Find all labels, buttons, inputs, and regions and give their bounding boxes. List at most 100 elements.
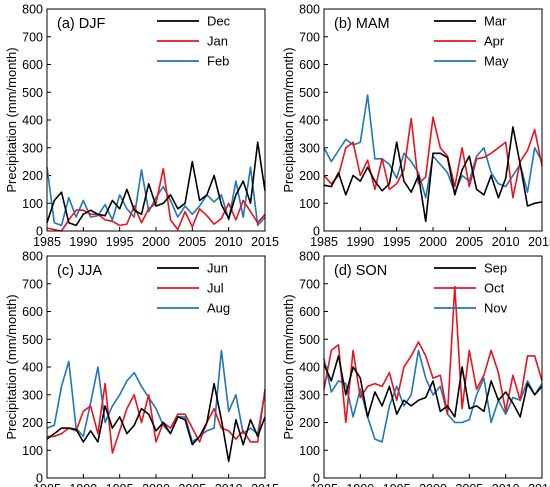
y-tick-label: 600 (22, 305, 43, 319)
x-tick-label: 2015 (528, 482, 550, 487)
y-tick-label: 200 (22, 169, 43, 183)
legend-label: Jul (207, 281, 224, 296)
y-tick-label: 300 (299, 388, 320, 402)
y-tick-label: 600 (299, 58, 320, 72)
chart-panel-1: Precipitation (mm/month) 0 100 200 300 400 500… (4, 3, 279, 250)
series-line-jun (46, 382, 266, 463)
legend-label: May (484, 54, 509, 69)
x-tick-label: 2005 (178, 482, 206, 487)
plot-frame (323, 255, 543, 479)
x-tick-label: 2000 (142, 235, 170, 249)
panel-title: (a) DJF (57, 16, 105, 32)
legend-label: Aug (207, 301, 230, 316)
x-tick-label: 2005 (455, 482, 483, 487)
y-tick-label: 100 (299, 444, 320, 458)
y-tick-label: 700 (299, 277, 320, 291)
y-tick-label: 400 (22, 361, 43, 375)
series-line-jul (47, 382, 266, 454)
legend-label: Jun (207, 261, 228, 276)
y-tick-label: 800 (299, 3, 320, 17)
legend-label: Jan (207, 34, 228, 49)
y-tick-label: 600 (22, 58, 43, 72)
y-tick-label: 800 (299, 250, 320, 264)
x-tick-label: 1990 (346, 235, 374, 249)
y-tick-label: 700 (299, 30, 320, 44)
x-tick-label: 1995 (383, 482, 411, 487)
series-line-sep (323, 355, 543, 418)
y-tick-label: 200 (22, 416, 43, 430)
x-tick-label: 1995 (106, 235, 134, 249)
y-tick-label: 700 (22, 277, 43, 291)
series-line-mar (323, 126, 543, 223)
x-tick-label: 2010 (492, 235, 520, 249)
y-tick-label: 500 (299, 86, 320, 100)
y-tick-label: 0 (313, 225, 320, 239)
series-line-aug (46, 349, 266, 443)
y-tick-label: 300 (22, 388, 43, 402)
y-tick-label: 400 (22, 114, 43, 128)
x-tick-label: 2010 (215, 482, 243, 487)
series-line-jan (46, 167, 266, 232)
panel-title: (d) SON (334, 263, 387, 279)
y-tick-label: 800 (22, 3, 43, 17)
panel-title: (c) JJA (57, 263, 102, 279)
x-tick-label: 2005 (455, 235, 483, 249)
y-tick-label: 100 (299, 197, 320, 211)
y-tick-label: 700 (22, 30, 43, 44)
y-axis-label: Precipitation (mm/month) (281, 47, 296, 192)
y-tick-label: 500 (299, 333, 320, 347)
y-tick-label: 300 (22, 141, 43, 155)
x-tick-label: 2000 (142, 482, 170, 487)
x-tick-label: 1985 (33, 235, 61, 249)
y-tick-label: 0 (36, 225, 43, 239)
series-line-nov (323, 349, 543, 443)
y-tick-label: 400 (299, 361, 320, 375)
panel-title: (b) MAM (334, 16, 390, 32)
x-tick-label: 1995 (106, 482, 134, 487)
chart-panel-3: Precipitation (mm/month) 0 100 200 300 400 500… (4, 250, 279, 487)
y-tick-label: 300 (299, 141, 320, 155)
y-tick-label: 200 (299, 416, 320, 430)
legend-label: Sep (484, 261, 507, 276)
series-line-apr (323, 116, 543, 199)
legend-label: Feb (207, 54, 229, 69)
x-tick-label: 1995 (383, 235, 411, 249)
x-tick-label: 1990 (69, 235, 97, 249)
y-axis-label: Precipitation (mm/month) (4, 47, 19, 192)
series-line-oct (323, 285, 543, 424)
y-tick-label: 200 (299, 169, 320, 183)
series-line-may (323, 94, 543, 199)
x-tick-label: 2005 (178, 235, 206, 249)
y-tick-label: 100 (22, 444, 43, 458)
x-tick-label: 2015 (251, 235, 279, 249)
legend-label: Dec (207, 14, 231, 29)
x-tick-label: 1990 (69, 482, 97, 487)
y-axis-label: Precipitation (mm/month) (4, 294, 19, 439)
x-tick-label: 2010 (492, 482, 520, 487)
plot-frame (46, 255, 266, 479)
y-tick-label: 0 (313, 472, 320, 486)
x-tick-label: 2000 (419, 235, 447, 249)
plot-frame (46, 8, 266, 232)
y-tick-label: 500 (22, 86, 43, 100)
legend-label: Nov (484, 301, 508, 316)
y-tick-label: 100 (22, 197, 43, 211)
x-tick-label: 2015 (528, 235, 550, 249)
y-axis-label: Precipitation (mm/month) (281, 294, 296, 439)
x-tick-label: 1985 (310, 235, 338, 249)
y-tick-label: 400 (299, 114, 320, 128)
x-tick-label: 1985 (310, 482, 338, 487)
plot-frame (323, 8, 543, 232)
x-tick-label: 2015 (251, 482, 279, 487)
series-line-dec (46, 141, 266, 227)
legend-label: Mar (484, 14, 507, 29)
y-tick-label: 800 (22, 250, 43, 264)
x-tick-label: 2000 (419, 482, 447, 487)
x-tick-label: 2010 (215, 235, 243, 249)
x-tick-label: 1985 (33, 482, 61, 487)
legend-label: Apr (484, 34, 505, 49)
chart-panel-4: Precipitation (mm/month) 0 100 200 300 400 500… (281, 250, 550, 487)
legend-label: Oct (484, 281, 505, 296)
y-tick-label: 500 (22, 333, 43, 347)
